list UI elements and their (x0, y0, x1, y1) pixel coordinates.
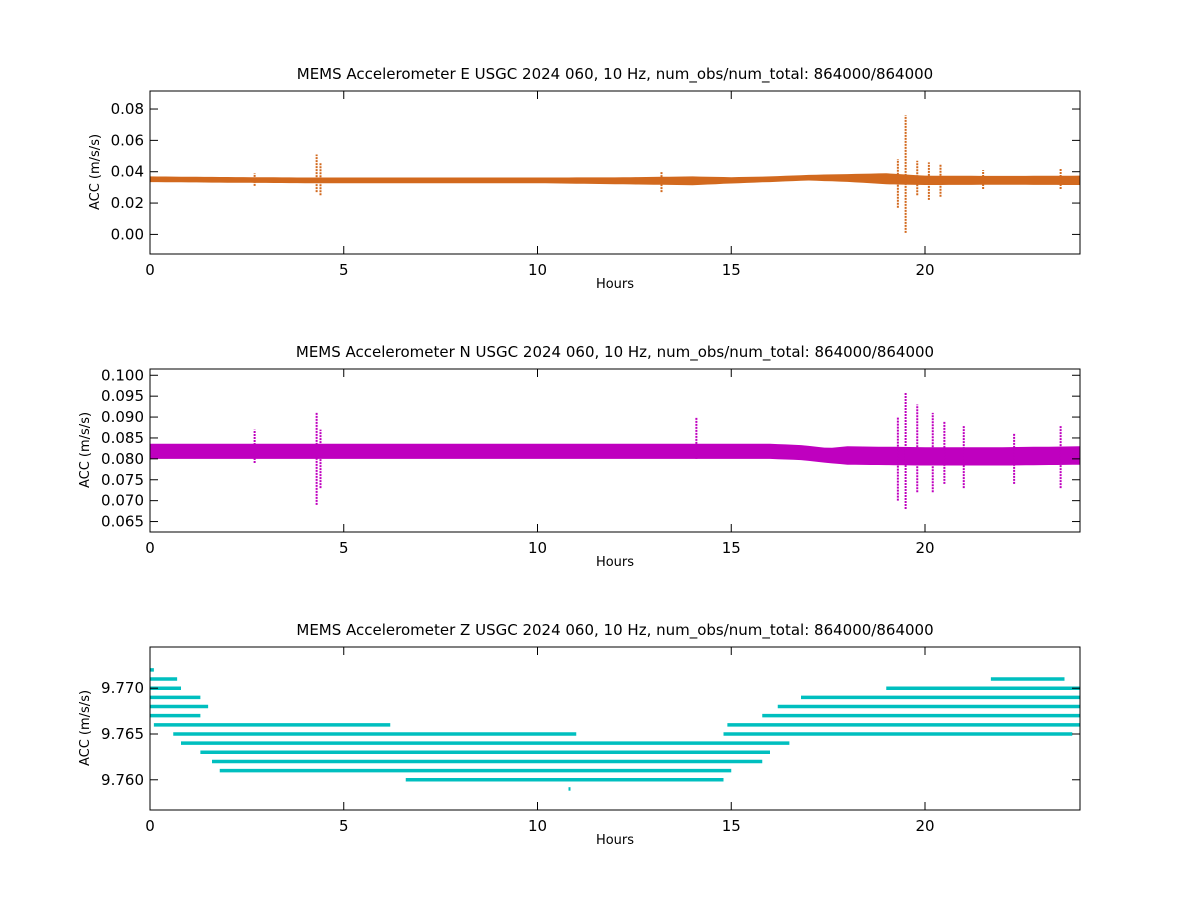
subplot-z-xtick-label-4: 20 (915, 817, 934, 835)
subplot-z-title: MEMS Accelerometer Z USGC 2024 060, 10 H… (296, 621, 933, 640)
subplot-n-ytick-label-6: 0.095 (101, 387, 144, 405)
subplot-e: MEMS Accelerometer E USGC 2024 060, 10 H… (88, 65, 1081, 292)
subplot-n-ytick-label-2: 0.075 (101, 471, 144, 489)
subplot-e-data-band (150, 173, 1080, 186)
subplot-e-ylabel: ACC (m/s/s) (88, 134, 103, 210)
subplot-n-xtick-label-2: 10 (528, 539, 547, 557)
subplot-z-xtick-label-3: 15 (722, 817, 741, 835)
subplot-z-ticks: 0 5 10 15 20 9.760 9.765 9.770 (101, 647, 1080, 835)
subplot-e-ticks: 0 5 10 15 20 0.00 0.02 0.04 0.06 0.08 (111, 91, 1080, 279)
subplot-n-ytick-label-1: 0.070 (101, 492, 144, 510)
subplot-n-xtick-label-4: 20 (915, 539, 934, 557)
subplot-z-ytick-label-0: 9.760 (101, 771, 144, 789)
subplot-n-axes-frame (149, 368, 1081, 533)
subplot-e-xtick-label-4: 20 (915, 261, 934, 279)
subplot-z-ylabel: ACC (m/s/s) (78, 690, 93, 766)
subplot-n: MEMS Accelerometer N USGC 2024 060, 10 H… (78, 343, 1081, 570)
subplot-n-ytick-label-7: 0.100 (101, 366, 144, 384)
subplot-e-xtick-label-1: 5 (339, 261, 349, 279)
subplot-e-ytick-label-0: 0.00 (111, 225, 144, 243)
subplot-e-xtick-label-3: 15 (722, 261, 741, 279)
subplot-n-ytick-label-0: 0.065 (101, 513, 144, 531)
subplot-n-ytick-label-4: 0.085 (101, 429, 144, 447)
subplot-e-ytick-label-2: 0.04 (111, 163, 144, 181)
subplot-n-ylabel: ACC (m/s/s) (78, 412, 93, 488)
subplot-z-ytick-label-2: 9.770 (101, 679, 144, 697)
subplot-n-ytick-label-3: 0.080 (101, 450, 144, 468)
subplot-n-ticks: 0 5 10 15 20 0.065 0.070 0.075 0.080 0.085 0.090 0.… (101, 366, 1080, 557)
subplot-e-title: MEMS Accelerometer E USGC 2024 060, 10 H… (297, 65, 933, 84)
subplot-e-ytick-label-4: 0.08 (111, 100, 144, 118)
subplot-n-data-band (150, 443, 1080, 466)
subplot-e-xlabel: Hours (596, 277, 634, 292)
subplot-z-ytick-label-1: 9.765 (101, 725, 144, 743)
subplot-e-xtick-label-2: 10 (528, 261, 547, 279)
subplot-n-xtick-label-3: 15 (722, 539, 741, 557)
subplot-n-xlabel: Hours (596, 555, 634, 570)
subplot-n-title: MEMS Accelerometer N USGC 2024 060, 10 H… (296, 343, 934, 362)
subplot-n-ytick-label-5: 0.090 (101, 408, 144, 426)
subplot-z-xlabel: Hours (596, 833, 634, 848)
subplot-z-xtick-label-0: 0 (145, 817, 155, 835)
subplot-e-ytick-label-3: 0.06 (111, 131, 144, 149)
subplot-e-ytick-label-1: 0.02 (111, 194, 144, 212)
subplot-e-marks (150, 115, 1080, 233)
subplot-z-xtick-label-1: 5 (339, 817, 349, 835)
subplot-n-xtick-label-0: 0 (145, 539, 155, 557)
subplot-z: MEMS Accelerometer Z USGC 2024 060, 10 H… (78, 621, 1081, 848)
subplot-n-xtick-label-1: 5 (339, 539, 349, 557)
subplot-e-axes-frame (149, 90, 1081, 255)
subplot-n-marks (150, 391, 1080, 510)
subplot-e-xtick-label-0: 0 (145, 261, 155, 279)
subplot-z-xtick-label-2: 10 (528, 817, 547, 835)
subplot-z-marks (150, 668, 1080, 791)
subplot-z-axes-frame (149, 646, 1081, 811)
